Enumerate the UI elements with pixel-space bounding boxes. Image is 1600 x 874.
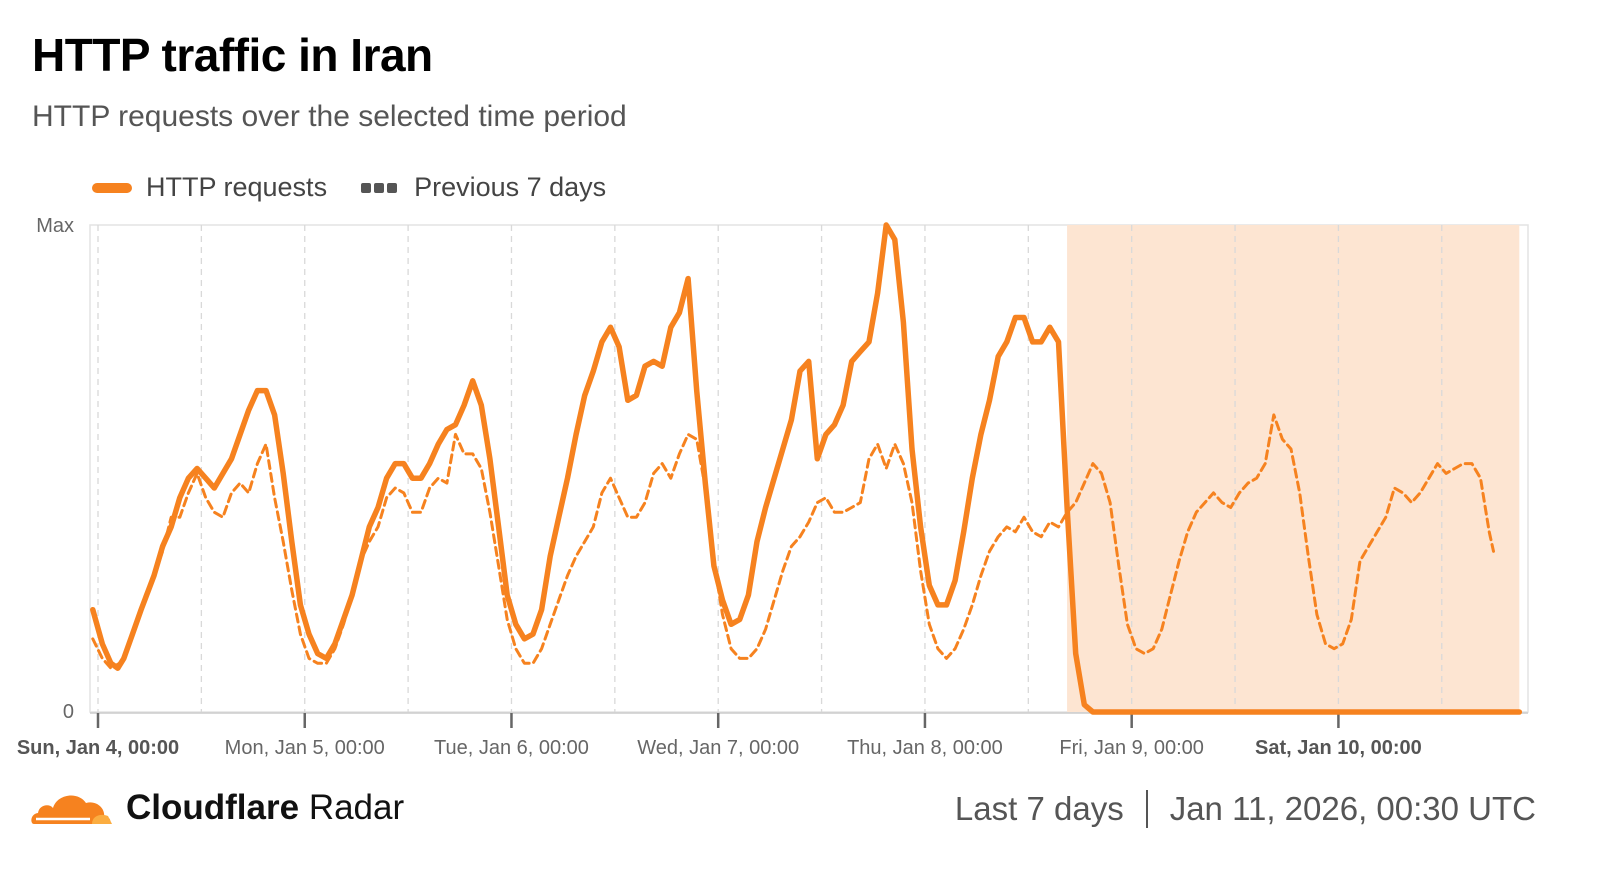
timestamp-label: Jan 11, 2026, 00:30 UTC — [1169, 790, 1536, 827]
footer-divider — [1145, 790, 1148, 828]
chart-legend: HTTP requests Previous 7 days — [92, 172, 640, 203]
legend-swatch-dashed — [361, 182, 400, 193]
line-chart: Sun, Jan 4, 00:00 Mon, Jan 5, 00:00 Tue, J… — [17, 215, 1529, 759]
highlight-region — [1067, 225, 1520, 712]
series-line-http-requests — [90, 222, 1523, 715]
x-tick-label: Wed, Jan 7, 00:00 — [637, 737, 799, 759]
legend-item-previous[interactable]: Previous 7 days — [361, 172, 606, 203]
brand-name: Cloudflare — [126, 788, 300, 827]
legend-label-current: HTTP requests — [146, 172, 328, 202]
chart-gridlines — [97, 225, 1443, 712]
chart-axes: Sun, Jan 4, 00:00 Mon, Jan 5, 00:00 Tue, J… — [17, 712, 1528, 759]
x-tick-label: Fri, Jan 9, 00:00 — [1059, 737, 1204, 759]
legend-label-previous: Previous 7 days — [414, 172, 607, 202]
x-tick-label: Thu, Jan 8, 00:00 — [847, 737, 1003, 759]
x-tick-label: Mon, Jan 5, 00:00 — [225, 737, 385, 759]
series-line-previous-7-days — [91, 413, 1495, 670]
chart-title: HTTP traffic in Iran — [32, 29, 433, 81]
cloudflare-cloud-icon — [31, 795, 112, 824]
plot-frame — [89, 224, 1529, 713]
legend-swatch-solid — [92, 182, 132, 193]
y-axis-label-min: 0 — [63, 701, 74, 723]
chart-subtitle: HTTP requests over the selected time per… — [32, 100, 627, 133]
chart-background — [89, 224, 1529, 713]
cloudflare-radar-logo[interactable]: Cloudflare Radar — [30, 788, 404, 828]
legend-item-http-requests[interactable]: HTTP requests — [92, 172, 327, 203]
x-tick-label: Tue, Jan 6, 00:00 — [434, 737, 589, 759]
x-tick-label: Sat, Jan 10, 00:00 — [1255, 737, 1422, 759]
chart-series — [90, 222, 1523, 715]
y-axis-label-max: Max — [36, 215, 74, 237]
x-tick-label: Sun, Jan 4, 00:00 — [17, 737, 179, 759]
time-period-label: Last 7 days — [954, 790, 1124, 827]
footer-info: Last 7 days Jan 11, 2026, 00:30 UTC — [955, 790, 1536, 828]
brand-product: Radar — [308, 788, 405, 827]
